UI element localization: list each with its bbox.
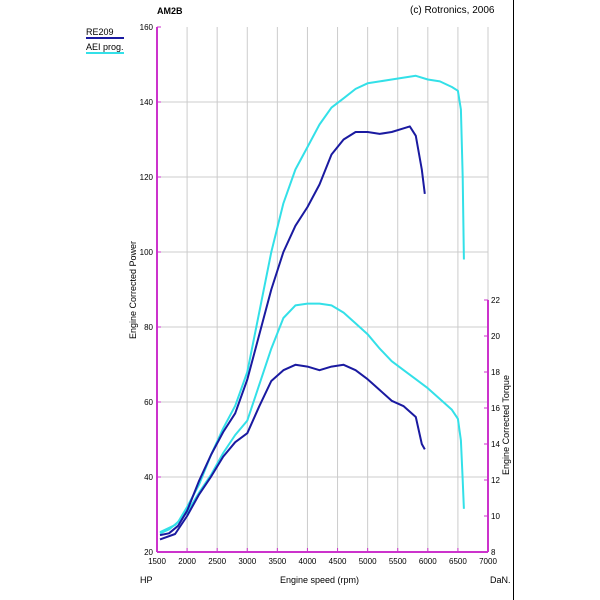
legend-item-aei: AEI prog. (86, 42, 124, 52)
x-tick-label: 2000 (178, 557, 196, 566)
x-tick-label: 1500 (148, 557, 166, 566)
y2-axis-title: Engine Corrected Torque (501, 375, 511, 475)
x-tick-label: 7000 (479, 557, 497, 566)
legend-label-aei: AEI prog. (86, 42, 124, 52)
legend-label-re209: RE209 (86, 27, 114, 37)
y-tick-label: 40 (144, 473, 153, 482)
right-unit-label: DaN. (490, 575, 511, 585)
y-tick-label: 60 (144, 398, 153, 407)
x-tick-label: 4500 (329, 557, 347, 566)
left-unit-label: HP (140, 575, 153, 585)
page-right-border (513, 0, 514, 600)
y-tick-label: 20 (144, 548, 153, 557)
x-tick-label: 3500 (268, 557, 286, 566)
x-tick-label: 6000 (419, 557, 437, 566)
y-tick-label: 160 (140, 23, 154, 32)
power-curve-re209 (159, 125, 426, 537)
x-tick-label: 4000 (299, 557, 317, 566)
copyright-label: (c) Rotronics, 2006 (410, 5, 495, 16)
y-tick-label: 80 (144, 323, 153, 332)
x-tick-label: 5500 (389, 557, 407, 566)
y-tick-label: 140 (140, 98, 154, 107)
y2-tick-label: 14 (491, 440, 500, 449)
y-axis-title: Engine Corrected Power (128, 241, 138, 339)
model-label: AM2B (157, 6, 183, 16)
y2-tick-label: 22 (491, 296, 500, 305)
x-axis-label: Engine speed (rpm) (280, 575, 360, 585)
y2-tick-label: 12 (491, 476, 500, 485)
x-tick-label: 3000 (238, 557, 256, 566)
y2-tick-label: 8 (491, 548, 496, 557)
y-tick-label: 120 (140, 173, 154, 182)
torque-curve-re209 (159, 363, 426, 541)
legend-item-re209: RE209 (86, 27, 114, 37)
y2-tick-label: 16 (491, 404, 500, 413)
x-tick-label: 6500 (449, 557, 467, 566)
y2-tick-label: 18 (491, 368, 500, 377)
x-tick-label: 2500 (208, 557, 226, 566)
y2-tick-label: 10 (491, 512, 500, 521)
x-tick-label: 5000 (359, 557, 377, 566)
y-tick-label: 100 (140, 248, 154, 257)
y2-tick-label: 20 (491, 332, 500, 341)
torque-curve-aei (159, 302, 465, 534)
